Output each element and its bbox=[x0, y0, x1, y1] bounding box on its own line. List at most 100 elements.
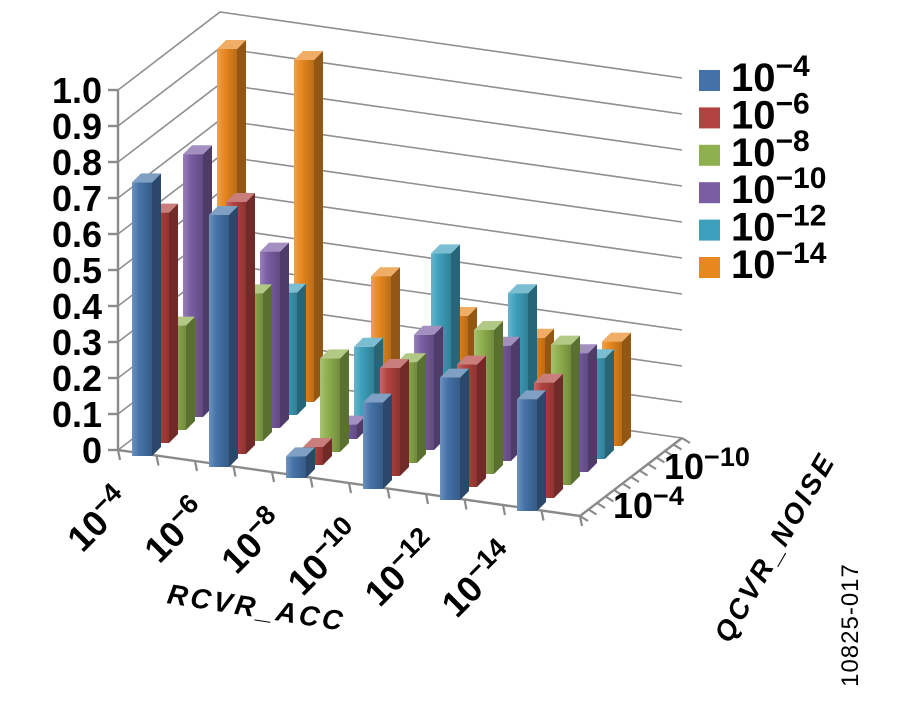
bar-front-face bbox=[132, 182, 152, 456]
value-tick-label: 0.5 bbox=[52, 250, 102, 291]
category-tick bbox=[386, 488, 391, 499]
bar-top-face bbox=[371, 267, 400, 277]
legend-label: 10−12 bbox=[731, 200, 826, 250]
bar-side-face bbox=[314, 51, 323, 402]
bar-side-face bbox=[229, 206, 238, 467]
bar-cat2-series2 bbox=[320, 349, 349, 452]
legend-label: 10−8 bbox=[731, 125, 810, 175]
legend-entry: 10−6 bbox=[699, 87, 810, 137]
category-tick bbox=[193, 460, 199, 472]
bar-cat1-series0 bbox=[209, 206, 238, 467]
bar-side-face bbox=[383, 393, 392, 489]
legend-swatch bbox=[699, 70, 720, 91]
bar-top-face bbox=[363, 393, 392, 403]
category-tick bbox=[424, 493, 430, 505]
bar-side-face bbox=[460, 368, 469, 500]
bar-top-face bbox=[602, 332, 631, 342]
bar-side-face bbox=[263, 284, 272, 441]
bar-top-face bbox=[474, 321, 503, 330]
depth-tick bbox=[604, 495, 615, 503]
depth-tick bbox=[647, 463, 657, 470]
bar-top-face bbox=[534, 373, 563, 383]
bar-side-face bbox=[246, 193, 255, 454]
legend-entry: 10−4 bbox=[699, 50, 810, 100]
legend-entry: 10−10 bbox=[699, 162, 826, 212]
bar-side-face bbox=[152, 173, 161, 456]
category-tick bbox=[501, 504, 507, 516]
bar-side-face bbox=[169, 203, 178, 443]
bar-cat2-series0 bbox=[286, 447, 315, 478]
value-tick-label: 0.4 bbox=[52, 286, 102, 327]
category-tick bbox=[578, 515, 584, 527]
category-tick-label: 10−4 bbox=[56, 477, 138, 559]
category-tick bbox=[463, 499, 468, 510]
bar-side-face bbox=[297, 283, 306, 415]
legend-entry: 10−14 bbox=[699, 237, 827, 287]
bar-side-face bbox=[306, 447, 315, 478]
category-tick bbox=[232, 466, 237, 477]
bar-side-face bbox=[280, 242, 289, 428]
value-tick-label: 0.6 bbox=[52, 214, 102, 255]
legend-entry: 10−8 bbox=[699, 125, 810, 175]
legend-label: 10−4 bbox=[731, 50, 810, 100]
bar-top-face bbox=[303, 438, 332, 447]
depth-tick bbox=[621, 482, 632, 490]
bar-top-face bbox=[517, 390, 546, 400]
bar-top-face bbox=[260, 242, 289, 252]
bar-side-face bbox=[340, 349, 349, 452]
category-tick bbox=[347, 482, 353, 494]
bar-cat3-series0 bbox=[363, 393, 392, 489]
category-tick-label: 10−8 bbox=[210, 499, 292, 581]
bar-side-face bbox=[571, 335, 580, 485]
bar-cat5-series0 bbox=[517, 390, 546, 511]
bar-top-face bbox=[551, 335, 580, 345]
value-tick-label: 0.2 bbox=[52, 358, 102, 399]
bar-front-face bbox=[320, 358, 340, 452]
value-tick-label: 0.8 bbox=[52, 142, 102, 183]
bar-side-face bbox=[186, 316, 195, 430]
bar-side-face bbox=[494, 321, 503, 474]
bar-top-face bbox=[217, 40, 246, 49]
bar-top-face bbox=[440, 368, 469, 378]
bar-cat4-series0 bbox=[440, 368, 469, 500]
depth-tick bbox=[579, 515, 589, 522]
depth-tick bbox=[596, 502, 606, 509]
bar-side-face bbox=[417, 353, 426, 463]
bar-top-face bbox=[226, 193, 255, 202]
gridline bbox=[117, 11, 683, 91]
value-tick-label: 0.1 bbox=[52, 394, 102, 435]
depth-tick bbox=[587, 508, 598, 516]
legend-swatch bbox=[699, 257, 720, 278]
legend-label: 10−14 bbox=[731, 237, 827, 287]
bars bbox=[132, 40, 631, 511]
bar-top-face bbox=[414, 325, 443, 335]
axes bbox=[108, 88, 691, 527]
legend-swatch bbox=[699, 182, 720, 204]
bar-top-face bbox=[320, 349, 349, 359]
bar-front-face bbox=[363, 402, 383, 489]
depth-tick bbox=[681, 437, 691, 444]
bar-top-face bbox=[294, 51, 323, 60]
bar-top-face bbox=[508, 284, 537, 294]
depth-tick bbox=[655, 456, 666, 464]
depth-tick bbox=[664, 450, 674, 457]
bar-top-face bbox=[457, 355, 486, 365]
bar-front-face bbox=[209, 215, 229, 467]
bar-top-face bbox=[286, 447, 315, 457]
depth-tick bbox=[613, 489, 623, 496]
bar-top-face bbox=[380, 359, 409, 368]
legend-label: 10−10 bbox=[731, 162, 826, 212]
legend-swatch bbox=[699, 107, 720, 129]
bar-top-face bbox=[209, 206, 238, 215]
bar-side-face bbox=[477, 355, 486, 487]
category-tick bbox=[309, 477, 314, 488]
category-tick bbox=[270, 471, 276, 483]
bar-side-face bbox=[622, 332, 631, 446]
value-tick-label: 0 bbox=[82, 430, 102, 471]
depth-tick-label: 10−10 bbox=[664, 442, 750, 487]
bar-front-face bbox=[286, 456, 306, 478]
legend-swatch bbox=[699, 219, 720, 241]
